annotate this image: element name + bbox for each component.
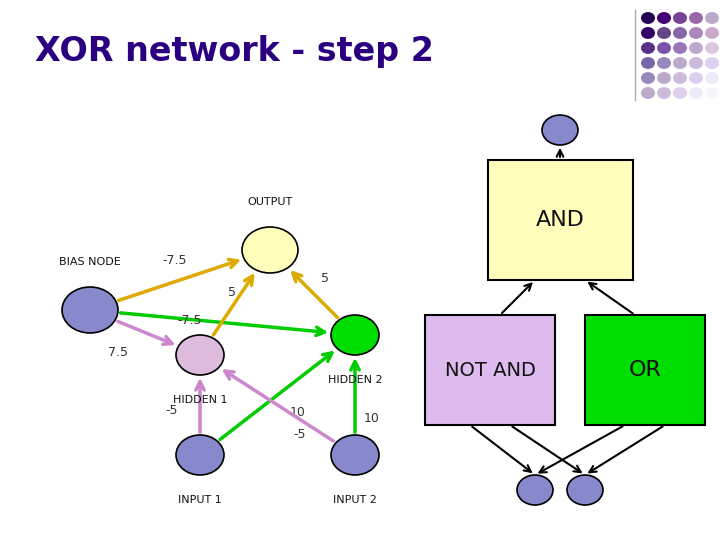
Ellipse shape xyxy=(641,57,655,69)
Ellipse shape xyxy=(673,42,687,54)
Ellipse shape xyxy=(641,27,655,39)
Text: 10: 10 xyxy=(290,407,306,420)
Ellipse shape xyxy=(673,87,687,99)
Text: -5: -5 xyxy=(166,403,179,416)
Ellipse shape xyxy=(689,12,703,24)
Text: 7.5: 7.5 xyxy=(108,346,128,359)
Ellipse shape xyxy=(673,12,687,24)
Ellipse shape xyxy=(542,115,578,145)
Text: INPUT 1: INPUT 1 xyxy=(178,495,222,505)
Ellipse shape xyxy=(673,27,687,39)
Ellipse shape xyxy=(657,12,671,24)
Bar xyxy=(585,315,705,425)
Ellipse shape xyxy=(62,287,118,333)
Bar xyxy=(487,160,632,280)
Text: AND: AND xyxy=(536,210,585,230)
Ellipse shape xyxy=(517,475,553,505)
Text: NOT AND: NOT AND xyxy=(444,361,536,380)
Ellipse shape xyxy=(641,72,655,84)
Text: OR: OR xyxy=(629,360,662,380)
Ellipse shape xyxy=(689,57,703,69)
Text: HIDDEN 1: HIDDEN 1 xyxy=(173,395,228,405)
Ellipse shape xyxy=(657,72,671,84)
Ellipse shape xyxy=(331,435,379,475)
Ellipse shape xyxy=(176,435,224,475)
Text: HIDDEN 2: HIDDEN 2 xyxy=(328,375,382,385)
Ellipse shape xyxy=(567,475,603,505)
Ellipse shape xyxy=(657,57,671,69)
Bar xyxy=(425,315,555,425)
Ellipse shape xyxy=(689,42,703,54)
Ellipse shape xyxy=(689,72,703,84)
Ellipse shape xyxy=(641,87,655,99)
Ellipse shape xyxy=(242,227,298,273)
Ellipse shape xyxy=(673,72,687,84)
Text: OUTPUT: OUTPUT xyxy=(248,197,292,207)
Ellipse shape xyxy=(705,57,719,69)
Text: 5: 5 xyxy=(321,272,329,285)
Ellipse shape xyxy=(176,335,224,375)
Ellipse shape xyxy=(673,57,687,69)
Ellipse shape xyxy=(689,27,703,39)
Ellipse shape xyxy=(657,42,671,54)
Text: BIAS NODE: BIAS NODE xyxy=(59,257,121,267)
Text: -5: -5 xyxy=(294,429,306,442)
Ellipse shape xyxy=(641,12,655,24)
Text: INPUT 2: INPUT 2 xyxy=(333,495,377,505)
Ellipse shape xyxy=(705,72,719,84)
Ellipse shape xyxy=(331,315,379,355)
Ellipse shape xyxy=(689,87,703,99)
Text: -7.5: -7.5 xyxy=(163,253,187,267)
Ellipse shape xyxy=(705,27,719,39)
Ellipse shape xyxy=(705,87,719,99)
Ellipse shape xyxy=(705,42,719,54)
Ellipse shape xyxy=(705,12,719,24)
Ellipse shape xyxy=(657,87,671,99)
Text: XOR network - step 2: XOR network - step 2 xyxy=(35,36,434,69)
Ellipse shape xyxy=(657,27,671,39)
Text: 5: 5 xyxy=(228,286,236,299)
Text: -7.5: -7.5 xyxy=(178,314,202,327)
Text: 10: 10 xyxy=(364,411,380,424)
Ellipse shape xyxy=(641,42,655,54)
